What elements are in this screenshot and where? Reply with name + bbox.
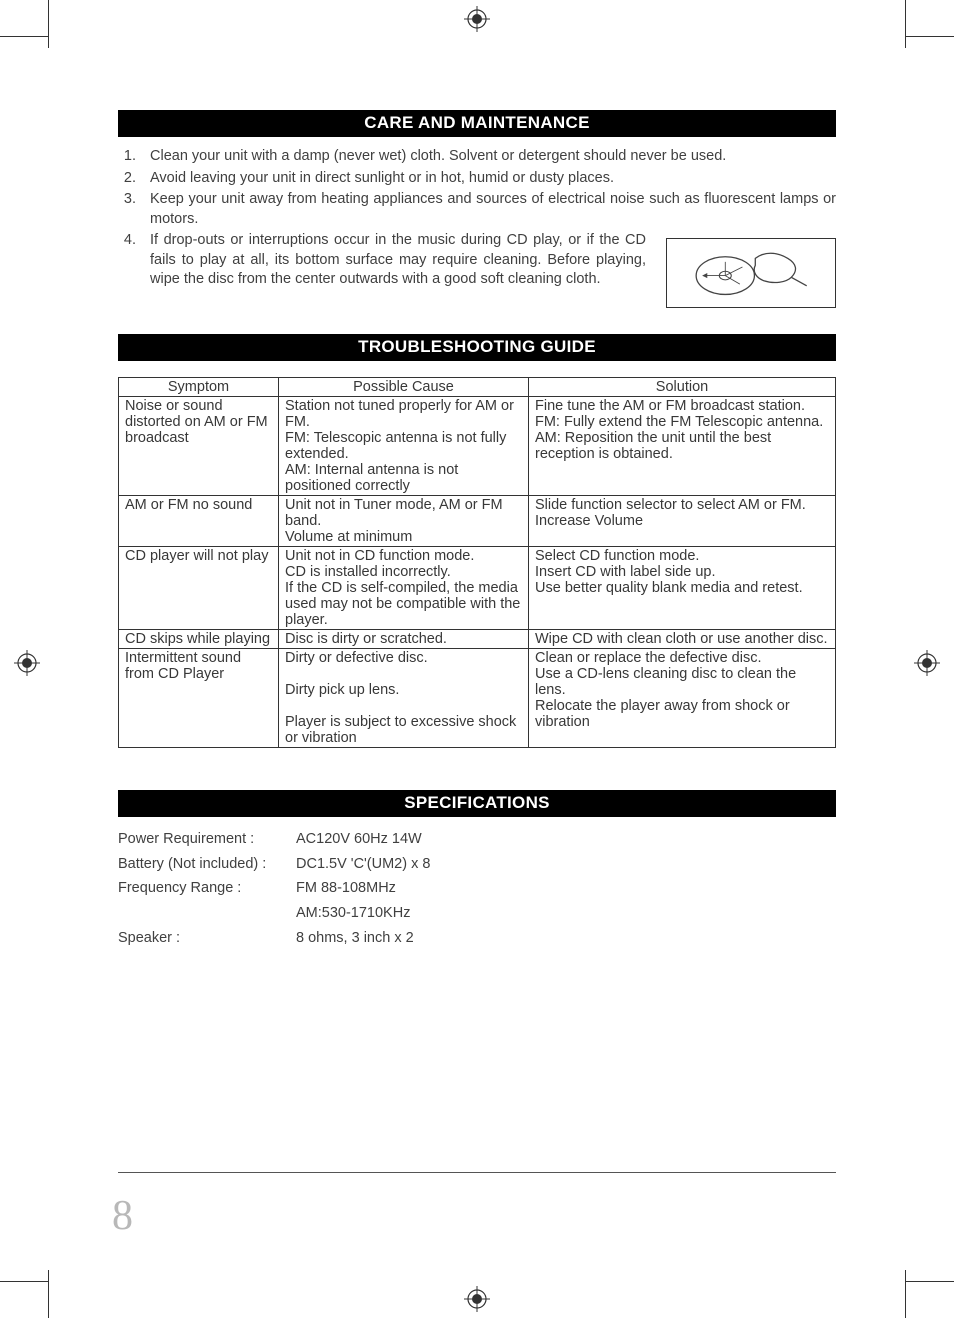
- crop-mark-icon: [0, 36, 48, 37]
- crop-mark-icon: [906, 1281, 954, 1282]
- list-item: 2. Avoid leaving your unit in direct sun…: [118, 169, 836, 189]
- cell-symptom: CD skips while playing: [119, 629, 279, 648]
- spec-value: AM:530-1710KHz: [296, 901, 410, 926]
- spec-row: AM:530-1710KHz: [118, 901, 836, 926]
- crop-mark-icon: [905, 1270, 906, 1318]
- specifications-list: Power Requirement :AC120V 60Hz 14WBatter…: [118, 827, 836, 950]
- spec-value: 8 ohms, 3 inch x 2: [296, 926, 414, 951]
- list-item: 1. Clean your unit with a damp (never we…: [118, 147, 836, 167]
- spec-label: Speaker :: [118, 926, 296, 951]
- list-item: 3. Keep your unit away from heating appl…: [118, 190, 836, 229]
- registration-mark-icon: [14, 650, 40, 676]
- spec-row: Power Requirement :AC120V 60Hz 14W: [118, 827, 836, 852]
- crop-mark-icon: [48, 1270, 49, 1318]
- cell-symptom: AM or FM no sound: [119, 495, 279, 546]
- spec-value: FM 88-108MHz: [296, 876, 396, 901]
- spec-row: Frequency Range :FM 88-108MHz: [118, 876, 836, 901]
- cell-solution: Clean or replace the defective disc. Use…: [529, 648, 836, 747]
- col-cause: Possible Cause: [279, 377, 529, 396]
- cell-cause: Disc is dirty or scratched.: [279, 629, 529, 648]
- spec-row: Battery (Not included) :DC1.5V 'C'(UM2) …: [118, 852, 836, 877]
- list-number: 4.: [118, 231, 136, 290]
- list-text: Keep your unit away from heating applian…: [150, 190, 836, 229]
- crop-mark-icon: [0, 1281, 48, 1282]
- page: CARE AND MAINTENANCE 1. Clean your unit …: [0, 0, 954, 1318]
- spec-row: Speaker :8 ohms, 3 inch x 2: [118, 926, 836, 951]
- page-number: 8: [112, 1192, 133, 1240]
- table-row: CD skips while playingDisc is dirty or s…: [119, 629, 836, 648]
- care-section: CARE AND MAINTENANCE 1. Clean your unit …: [118, 110, 836, 290]
- care-heading: CARE AND MAINTENANCE: [118, 110, 836, 137]
- cell-cause: Station not tuned properly for AM or FM.…: [279, 396, 529, 495]
- table-row: CD player will not playUnit not in CD fu…: [119, 546, 836, 629]
- spec-label: Frequency Range :: [118, 876, 296, 901]
- cell-solution: Wipe CD with clean cloth or use another …: [529, 629, 836, 648]
- crop-mark-icon: [906, 36, 954, 37]
- cd-cleaning-illustration: [666, 238, 836, 308]
- cell-symptom: Intermittent sound from CD Player: [119, 648, 279, 747]
- col-symptom: Symptom: [119, 377, 279, 396]
- table-row: Intermittent sound from CD PlayerDirty o…: [119, 648, 836, 747]
- spec-label: Power Requirement :: [118, 827, 296, 852]
- specifications-section: SPECIFICATIONS Power Requirement :AC120V…: [118, 790, 836, 950]
- col-solution: Solution: [529, 377, 836, 396]
- cell-solution: Fine tune the AM or FM broadcast station…: [529, 396, 836, 495]
- cell-symptom: Noise or sound distorted on AM or FM bro…: [119, 396, 279, 495]
- table-header-row: Symptom Possible Cause Solution: [119, 377, 836, 396]
- specifications-heading: SPECIFICATIONS: [118, 790, 836, 817]
- cell-solution: Select CD function mode. Insert CD with …: [529, 546, 836, 629]
- troubleshooting-section: TROUBLESHOOTING GUIDE Symptom Possible C…: [118, 334, 836, 748]
- registration-mark-icon: [464, 6, 490, 32]
- cell-symptom: CD player will not play: [119, 546, 279, 629]
- cell-cause: Unit not in CD function mode. CD is inst…: [279, 546, 529, 629]
- spec-value: DC1.5V 'C'(UM2) x 8: [296, 852, 430, 877]
- cell-cause: Unit not in Tuner mode, AM or FM band. V…: [279, 495, 529, 546]
- list-number: 1.: [118, 147, 136, 167]
- registration-mark-icon: [464, 1286, 490, 1312]
- registration-mark-icon: [914, 650, 940, 676]
- troubleshooting-heading: TROUBLESHOOTING GUIDE: [118, 334, 836, 361]
- footer-rule: [118, 1172, 836, 1173]
- spec-value: AC120V 60Hz 14W: [296, 827, 422, 852]
- list-text: Clean your unit with a damp (never wet) …: [150, 147, 836, 167]
- troubleshooting-table: Symptom Possible Cause Solution Noise or…: [118, 377, 836, 748]
- list-text: Avoid leaving your unit in direct sunlig…: [150, 169, 836, 189]
- cell-solution: Slide function selector to select AM or …: [529, 495, 836, 546]
- list-number: 2.: [118, 169, 136, 189]
- crop-mark-icon: [905, 0, 906, 48]
- spec-label: Battery (Not included) :: [118, 852, 296, 877]
- cell-cause: Dirty or defective disc. Dirty pick up l…: [279, 648, 529, 747]
- list-number: 3.: [118, 190, 136, 229]
- table-row: Noise or sound distorted on AM or FM bro…: [119, 396, 836, 495]
- crop-mark-icon: [48, 0, 49, 48]
- table-row: AM or FM no soundUnit not in Tuner mode,…: [119, 495, 836, 546]
- spec-label: [118, 901, 296, 926]
